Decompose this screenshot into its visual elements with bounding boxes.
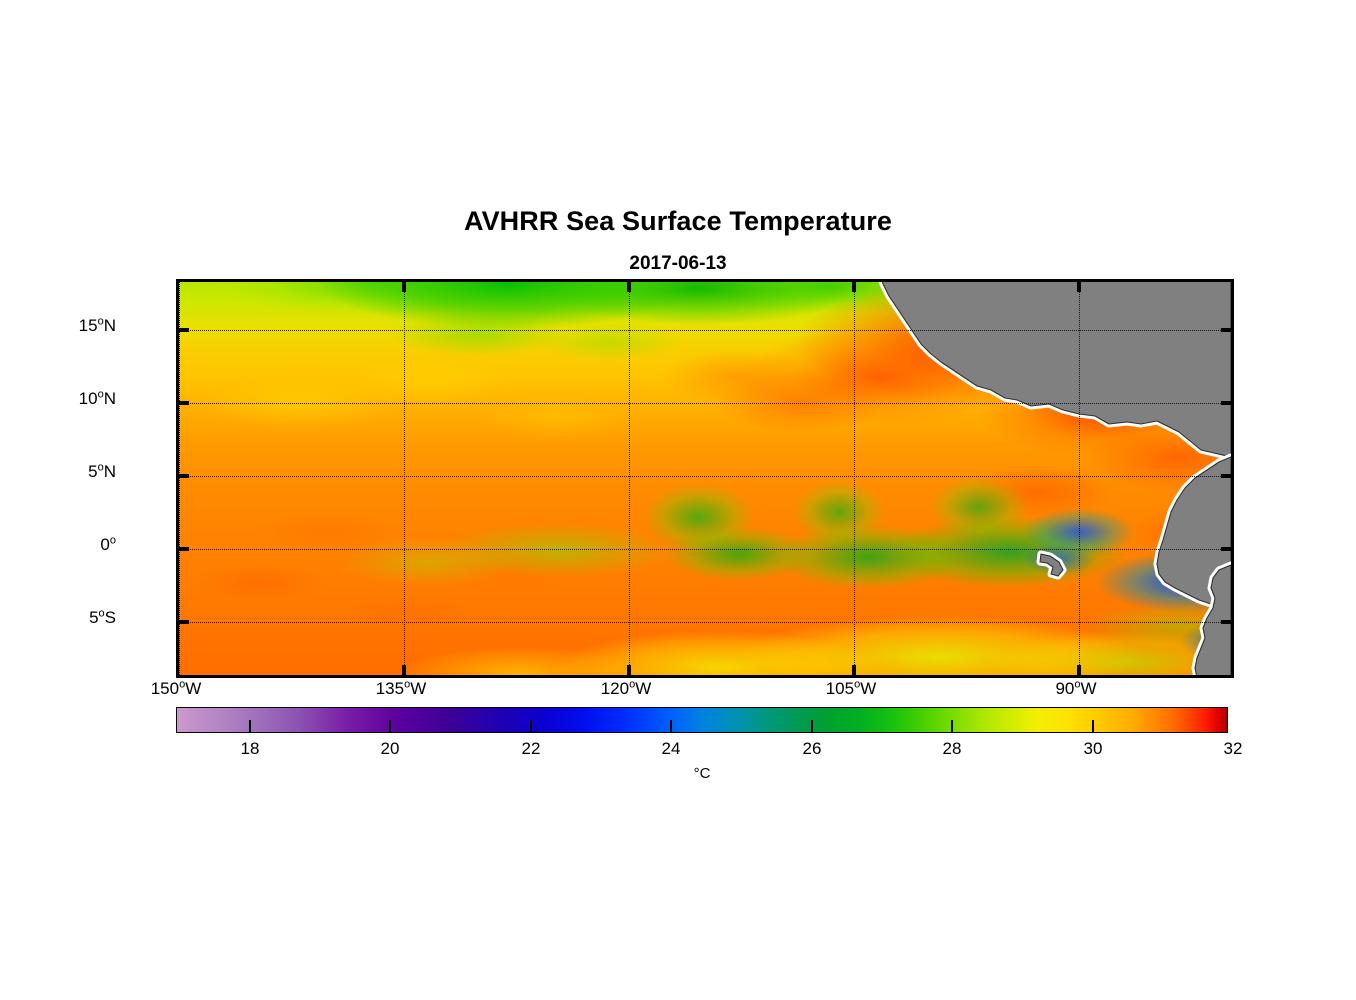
colorbar-unit-label: °C [693, 765, 711, 782]
figure-subtitle-date: 2017-06-13 [629, 253, 727, 274]
colorbar-tick-30 [1092, 720, 1094, 733]
colorbar-tick-26 [811, 720, 813, 733]
x-tick-label-90w: 90oW [1055, 678, 1097, 698]
colorbar-tick-20 [389, 720, 391, 733]
y-tick-label-10n: 10oN [78, 388, 116, 408]
tick-lat-5n-right [1221, 474, 1232, 478]
y-tick-label-5s: 5oS [89, 607, 116, 627]
colorbar-tick-22 [530, 720, 532, 733]
colorbar-label-20: 20 [380, 739, 400, 758]
tick-lat-15n-left [178, 328, 189, 332]
colorbar-label-32: 32 [1223, 739, 1243, 758]
landmass-overlay [878, 282, 1231, 675]
x-tick-label-135w: 135oW [375, 678, 427, 698]
x-tick-label-120w: 120oW [600, 678, 652, 698]
y-tick-label-5n: 5oN [88, 461, 116, 481]
tick-lon-105w-top [852, 281, 856, 292]
colorbar[interactable]: 18 20 22 24 26 28 30 32 °C [176, 707, 1242, 782]
tick-lon-135w-bottom [402, 665, 406, 676]
colorbar-label-28: 28 [942, 739, 962, 758]
tick-lat-5n-left [178, 474, 189, 478]
x-tick-label-150w: 150oW [150, 678, 202, 698]
colorbar-label-22: 22 [521, 739, 541, 758]
tick-lat-10n-left [178, 401, 189, 405]
y-tick-label-15n: 15oN [78, 315, 116, 335]
page-title: AVHRR Sea Surface Temperature [463, 206, 893, 236]
colorbar-tick-18 [249, 720, 251, 733]
colorbar-gradient [176, 707, 1228, 733]
colorbar-label-24: 24 [661, 739, 681, 758]
land-galapagos-islands [1036, 550, 1067, 580]
tick-lon-105w-bottom [852, 665, 856, 676]
tick-lat-0-left [178, 547, 189, 551]
tick-lon-120w-bottom [627, 665, 631, 676]
x-tick-label-105w: 105oW [825, 678, 877, 698]
tick-lat-5s-right [1221, 620, 1232, 624]
colorbar-label-26: 26 [802, 739, 822, 758]
tick-lon-120w-top [627, 281, 631, 292]
tick-lat-10n-right [1221, 401, 1232, 405]
sst-field [179, 282, 1231, 675]
tick-lon-135w-top [402, 281, 406, 292]
tick-lat-0-right [1221, 547, 1232, 551]
colorbar-label-18: 18 [240, 739, 260, 758]
tick-lon-90w-top [1077, 281, 1081, 292]
colorbar-tick-28 [951, 720, 953, 733]
map-axes[interactable] [176, 279, 1234, 678]
tick-lon-90w-bottom [1077, 665, 1081, 676]
tick-lat-5s-left [178, 620, 189, 624]
land-mexico-central-america [878, 282, 1231, 461]
tick-lat-15n-right [1221, 328, 1232, 332]
colorbar-label-30: 30 [1083, 739, 1103, 758]
y-tick-label-0: 0o [100, 534, 116, 554]
colorbar-tick-24 [670, 720, 672, 733]
land-south-america [1191, 561, 1231, 675]
